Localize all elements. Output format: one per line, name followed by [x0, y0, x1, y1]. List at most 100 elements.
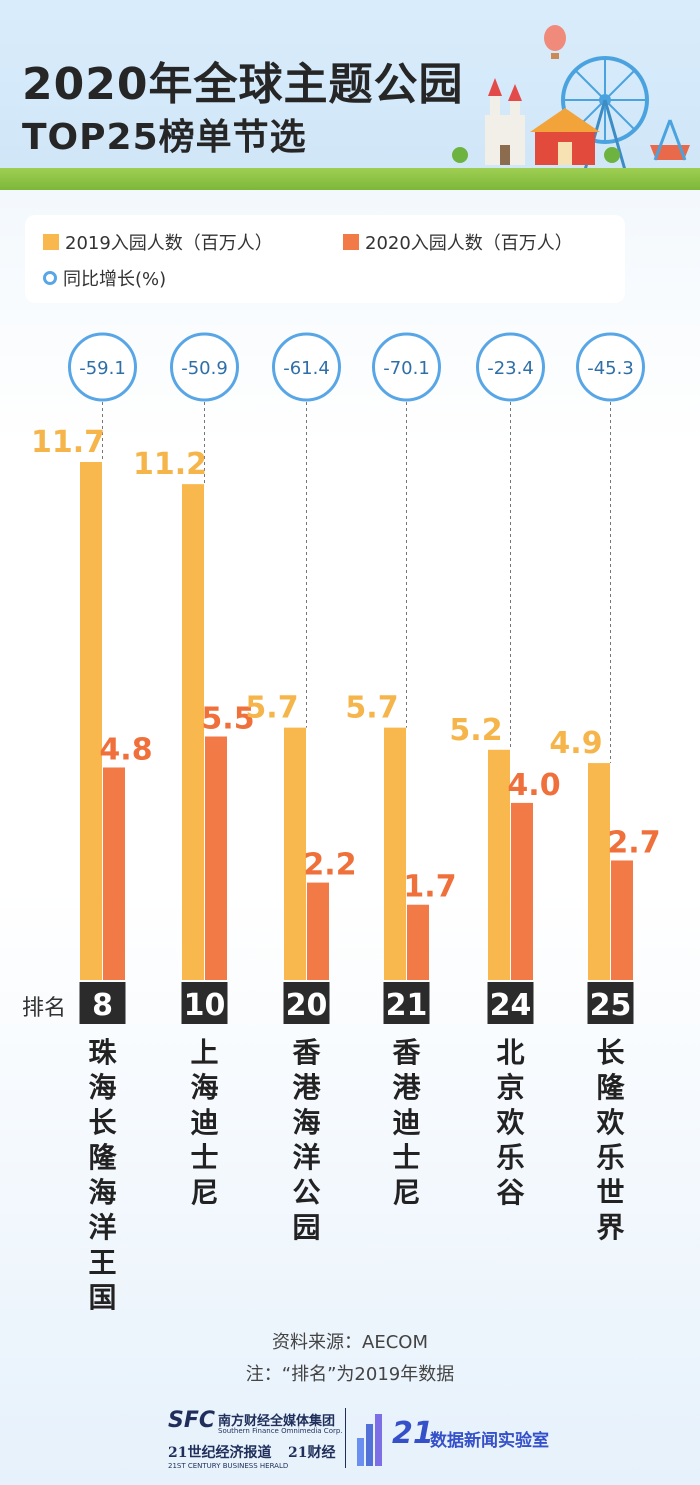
legend-swatch-2019: [43, 234, 59, 250]
growth-label: -61.4: [283, 358, 330, 379]
legend: 2019入园人数（百万人） 2020入园人数（百万人） 同比增长(%): [25, 215, 625, 303]
value-label-2019: 11.2: [133, 447, 207, 482]
value-label-2020: 5.5: [201, 701, 254, 736]
category-label-char: 乐: [596, 1141, 624, 1174]
bar-2020: [103, 767, 125, 980]
category-label-char: 欢: [595, 1106, 625, 1139]
ferris-wheel-icon: [561, 56, 649, 170]
legend-swatch-2020: [343, 234, 359, 250]
growth-label: -23.4: [487, 358, 534, 379]
tree-icon: [604, 147, 620, 163]
group-name-en: Southern Finance Omnimedia Corp.: [218, 1427, 343, 1435]
rank-badge: [487, 982, 534, 1024]
bar-2019: [284, 727, 306, 980]
category-label-char: 国: [88, 1281, 116, 1314]
lab-number: 21: [392, 1416, 434, 1451]
herald-name: 21世纪经济报道: [168, 1445, 272, 1461]
value-label-2020: 2.7: [607, 825, 660, 860]
category-label-char: 港: [292, 1071, 321, 1104]
bar-chart: -59.111.74.88珠海长隆海洋王国-50.911.25.510上海迪士尼…: [31, 332, 661, 1314]
growth-circle: [476, 332, 545, 402]
category-label-char: 上: [190, 1036, 218, 1069]
value-label-2019: 5.7: [345, 691, 398, 726]
legend-item-2020: 2020入园人数（百万人）: [343, 229, 573, 255]
category-label-char: 长: [88, 1106, 116, 1139]
category-label-char: 士: [190, 1141, 218, 1174]
category-label-char: 海: [292, 1106, 320, 1139]
growth-circle: [372, 332, 441, 402]
value-label-2019: 11.7: [31, 425, 105, 460]
bar-2020: [611, 860, 633, 980]
value-label-2020: 1.7: [403, 870, 456, 905]
category-label-char: 谷: [496, 1176, 525, 1209]
category-label-char: 隆: [88, 1141, 117, 1174]
growth-circle: [272, 332, 341, 402]
castle-icon: [485, 78, 525, 165]
rank-badge: [283, 982, 330, 1024]
rank-number: 24: [490, 988, 532, 1023]
bar-2019: [80, 462, 102, 980]
bar-2020: [307, 882, 329, 980]
footer-divider: [345, 1408, 346, 1468]
category-label-char: 欢: [495, 1106, 525, 1139]
category-label-char: 长: [596, 1036, 624, 1069]
rank-number: 25: [590, 988, 632, 1023]
legend-circle-icon: [43, 271, 57, 285]
rank-badge: [181, 982, 228, 1024]
amusement-park-illustration: [452, 25, 690, 170]
growth-label: -59.1: [79, 358, 126, 379]
legend-label-2019: 2019入园人数（百万人）: [65, 233, 273, 254]
bar-2020: [407, 904, 429, 980]
rank-number: 10: [184, 988, 226, 1023]
page-title: 2020年全球主题公园: [22, 59, 464, 110]
category-label-char: 海: [88, 1071, 116, 1104]
category-label-char: 王: [88, 1246, 116, 1279]
page-subtitle: TOP25榜单节选: [22, 117, 307, 158]
bar-2020: [511, 802, 533, 980]
category-label-char: 海: [190, 1071, 218, 1104]
category-label-char: 洋: [88, 1211, 116, 1244]
category-label-char: 珠: [88, 1036, 117, 1069]
legend-label-2020: 2020入园人数（百万人）: [365, 233, 573, 254]
circus-tent-icon: [530, 108, 600, 165]
rank-number: 8: [92, 988, 113, 1023]
category-label-char: 香: [392, 1036, 420, 1069]
category-label-char: 尼: [190, 1176, 218, 1209]
rank-label: 排名: [22, 996, 67, 1021]
category-label-char: 北: [496, 1036, 524, 1069]
footer: SFC 南方财经全媒体集团 Southern Finance Omnimedia…: [0, 1400, 700, 1485]
header-banner: 2020年全球主题公园 TOP25榜单节选: [0, 0, 700, 190]
growth-circle: [68, 332, 137, 402]
category-label-char: 园: [292, 1211, 320, 1244]
data-lab-icon: [357, 1414, 382, 1466]
category-label-char: 士: [392, 1141, 420, 1174]
growth-label: -45.3: [587, 358, 634, 379]
rank-number: 21: [386, 988, 428, 1023]
growth-circle: [576, 332, 645, 402]
hot-air-balloon-icon: [544, 25, 566, 59]
rank-badge: [79, 982, 126, 1024]
caijing-name: 21财经: [288, 1445, 336, 1461]
grass-strip: [0, 168, 700, 190]
legend-item-2019: 2019入园人数（百万人）: [43, 229, 273, 255]
herald-name-en: 21ST CENTURY BUSINESS HERALD: [168, 1462, 289, 1470]
category-label-char: 公: [292, 1176, 320, 1209]
value-label-2020: 4.0: [507, 768, 560, 803]
bar-2020: [205, 736, 227, 980]
category-label-char: 海: [88, 1176, 116, 1209]
category-label-char: 隆: [596, 1071, 625, 1104]
bar-2019: [588, 763, 610, 980]
category-label-char: 港: [392, 1071, 421, 1104]
category-label-char: 迪: [190, 1106, 218, 1139]
bar-2019: [488, 749, 510, 980]
growth-label: -50.9: [181, 358, 228, 379]
source-note: 资料来源：AECOM: [272, 1332, 428, 1353]
value-label-2019: 4.9: [549, 726, 602, 761]
category-label-char: 洋: [292, 1141, 320, 1174]
legend-item-growth: 同比增长(%): [43, 265, 166, 291]
tree-icon: [452, 147, 468, 163]
category-label-char: 香: [292, 1036, 320, 1069]
footnote: 注：“排名”为2019年数据: [245, 1364, 455, 1385]
bar-2019: [182, 484, 204, 980]
value-label-2019: 5.7: [245, 691, 298, 726]
